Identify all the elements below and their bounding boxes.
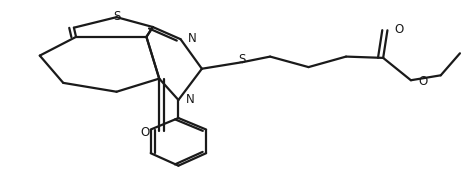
Text: O: O: [141, 126, 150, 139]
Text: N: N: [187, 32, 196, 45]
Text: S: S: [113, 10, 120, 23]
Text: O: O: [395, 23, 404, 36]
Text: N: N: [185, 94, 194, 107]
Text: O: O: [418, 75, 427, 88]
Text: S: S: [239, 53, 246, 66]
